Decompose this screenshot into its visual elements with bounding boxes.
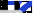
Legend: Exact, DTM: Exact, DTM: [0, 11, 7, 13]
DTM: [18, 1, 19, 2]
Line: DTM: DTM: [15, 0, 34, 13]
DTM: [26, 5, 27, 6]
Legend: Exact, DTM: Exact, DTM: [0, 11, 21, 13]
Exact: [18, 1, 19, 2]
Line: DTM: DTM: [1, 0, 20, 6]
Line: Exact: Exact: [19, 2, 31, 11]
DTM: [23, 7, 24, 8]
